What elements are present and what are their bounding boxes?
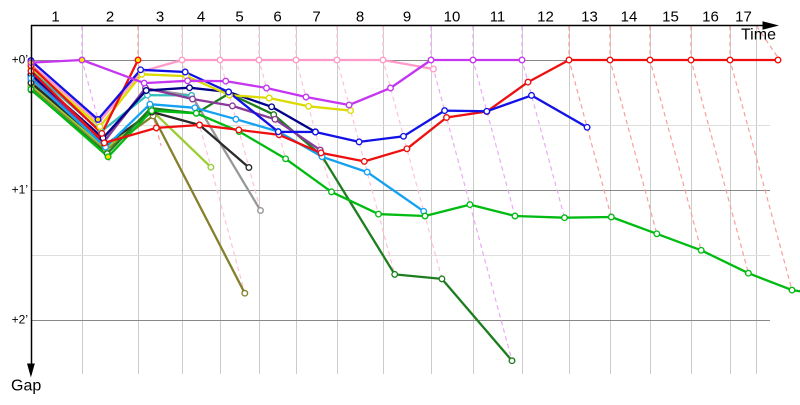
- svg-text:12: 12: [537, 9, 554, 26]
- svg-text:1: 1: [51, 9, 59, 26]
- svg-text:+2’: +2’: [12, 313, 28, 327]
- svg-text:5: 5: [235, 9, 243, 26]
- svg-text:Gap: Gap: [11, 378, 41, 395]
- svg-text:4: 4: [197, 9, 205, 26]
- svg-text:7: 7: [312, 9, 320, 26]
- svg-text:Time: Time: [741, 27, 776, 44]
- svg-text:15: 15: [662, 9, 679, 26]
- svg-text:+1’: +1’: [12, 183, 28, 197]
- svg-text:9: 9: [403, 9, 411, 26]
- svg-text:17: 17: [735, 9, 752, 26]
- svg-text:3: 3: [156, 9, 164, 26]
- svg-text:14: 14: [621, 9, 638, 26]
- svg-text:10: 10: [444, 9, 461, 26]
- svg-text:2: 2: [106, 9, 114, 26]
- svg-text:11: 11: [490, 9, 506, 26]
- svg-text:+0’: +0’: [12, 53, 28, 67]
- svg-text:13: 13: [581, 9, 598, 26]
- svg-text:6: 6: [273, 9, 281, 26]
- svg-text:8: 8: [356, 9, 364, 26]
- svg-text:16: 16: [702, 9, 719, 26]
